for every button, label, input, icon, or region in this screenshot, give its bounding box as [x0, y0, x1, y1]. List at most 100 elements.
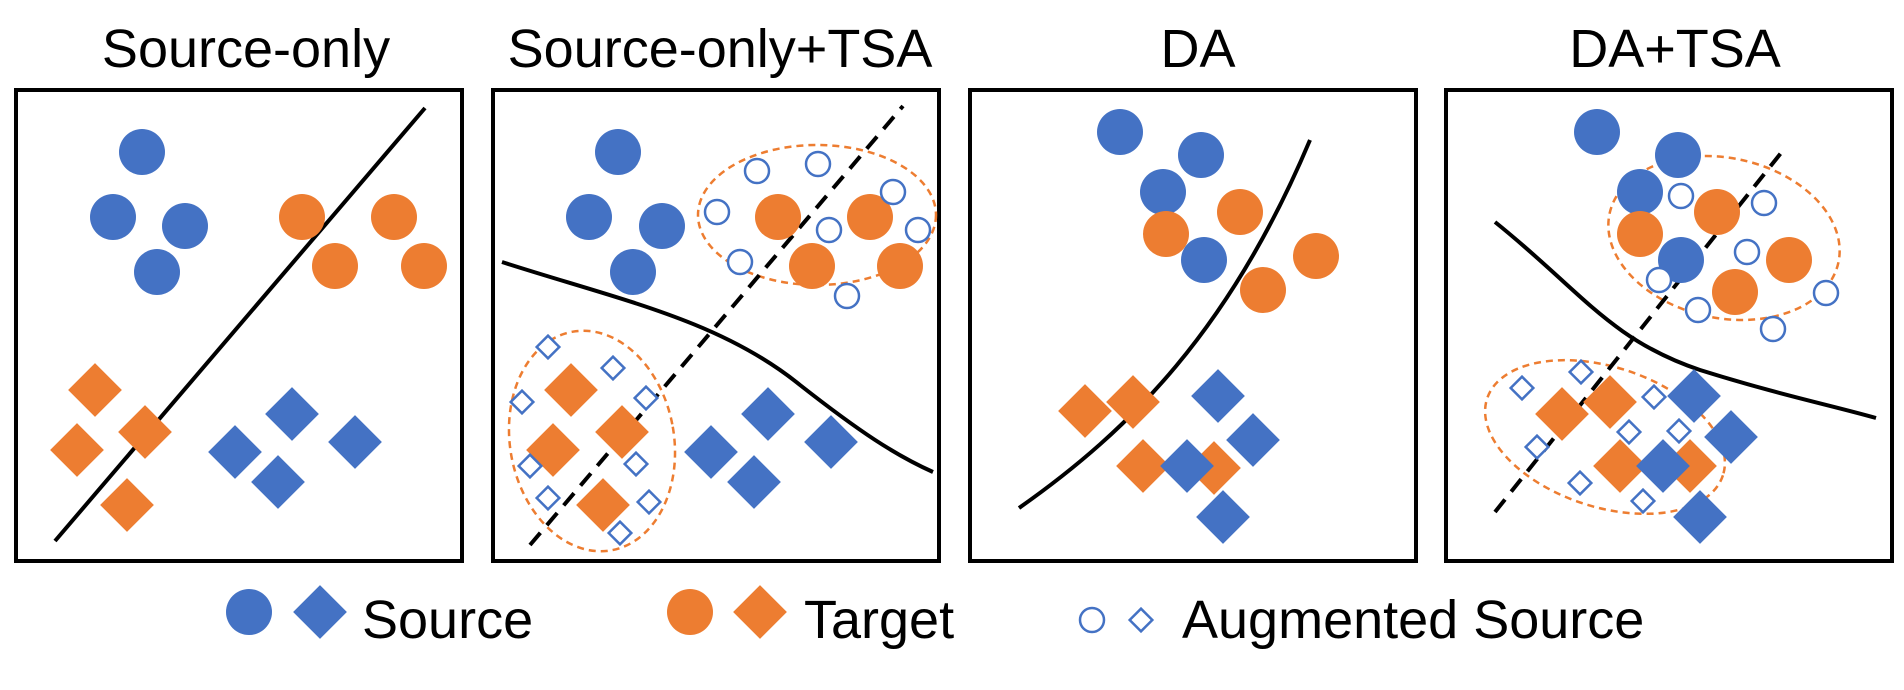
panel-frame [968, 88, 1418, 563]
panel-frame [1444, 88, 1894, 563]
augmented-circle [703, 198, 731, 226]
augmented-diamond [1615, 418, 1643, 446]
legend-augmented-label: Augmented Source [1182, 590, 1645, 650]
augmented-circle [1759, 315, 1787, 343]
target-diamond [118, 405, 172, 459]
augmented-circle [743, 157, 771, 185]
augmented-diamond [622, 450, 650, 478]
source-circle [90, 194, 136, 240]
target-circle [1143, 211, 1189, 257]
source-diamond [741, 387, 795, 441]
source-circle [1658, 237, 1704, 283]
source-diamond [328, 415, 382, 469]
source-diamond [251, 455, 305, 509]
source-circle [1181, 237, 1227, 283]
source-circle [1097, 109, 1143, 155]
augmented-diamond [1665, 417, 1693, 445]
source-diamond [265, 387, 319, 441]
legend-target-label: Target [804, 590, 955, 650]
augmented-circle [1812, 279, 1840, 307]
source-diamond [1636, 439, 1690, 493]
target-circle [1240, 267, 1286, 313]
source-circle [1178, 132, 1224, 178]
target-circle [755, 194, 801, 240]
augmented-diamond [1629, 487, 1657, 515]
source-circle [1655, 132, 1701, 178]
target-diamond [100, 478, 154, 532]
target-circles [279, 194, 447, 289]
legend-augmented-circle-icon [1078, 606, 1106, 634]
augmentation-region [1483, 358, 1727, 516]
source-circle [1140, 169, 1186, 215]
target-circle [847, 194, 893, 240]
source-diamond [1673, 490, 1727, 544]
panel-title-da-tsa: DA+TSA [1569, 19, 1781, 79]
panel-da [968, 88, 1418, 563]
legend-target-diamond-icon [733, 585, 787, 639]
augmented-circle [804, 150, 832, 178]
panel-title-da: DA [1160, 19, 1236, 79]
panel-frame [14, 88, 464, 563]
target-circle [371, 194, 417, 240]
target-diamond [1058, 384, 1112, 438]
augmented-diamond [1508, 374, 1536, 402]
target-circle [1712, 269, 1758, 315]
legend-source-diamond-icon [293, 585, 347, 639]
target-diamond [50, 423, 104, 477]
target-diamond [68, 363, 122, 417]
target-circle [877, 243, 923, 289]
source-diamond [1704, 410, 1758, 464]
target-circle [1694, 189, 1740, 235]
augmented-diamond [516, 452, 544, 480]
target-circle [1293, 233, 1339, 279]
target-circle [312, 243, 358, 289]
decision-boundary [53, 106, 427, 543]
source-diamond [684, 425, 738, 479]
source-circle [119, 129, 165, 175]
source-circle [1617, 169, 1663, 215]
source-diamonds [208, 387, 382, 509]
legend-augmented-diamond-icon [1127, 606, 1155, 634]
augmented-circle [1684, 296, 1712, 324]
augmented-diamond [1523, 433, 1551, 461]
source-circle [1574, 109, 1620, 155]
source-circle [566, 194, 612, 240]
augmented-diamond [1567, 358, 1595, 386]
augmented-circle [879, 178, 907, 206]
decision-boundary [1017, 139, 1312, 510]
augmented-diamond [635, 488, 663, 516]
augmented-circle [1750, 189, 1778, 217]
legend-source-label: Source [362, 590, 534, 650]
target-circle [279, 194, 325, 240]
source-diamond [1196, 490, 1250, 544]
tsa-boundary [528, 104, 905, 547]
target-diamond [1106, 375, 1160, 429]
augmented-diamond [534, 333, 562, 361]
augmented-diamond [599, 354, 627, 382]
source-diamond [1191, 369, 1245, 423]
target-diamond [544, 363, 598, 417]
augmented-diamond [606, 519, 634, 547]
source-circle [610, 249, 656, 295]
augmented-circle [726, 248, 754, 276]
target-diamond [595, 405, 649, 459]
augmented-circle [833, 282, 861, 310]
source-diamond [727, 455, 781, 509]
augmented-diamond [1640, 383, 1668, 411]
source-circle [134, 249, 180, 295]
augmented-diamond [534, 484, 562, 512]
augmented-circle [904, 216, 932, 244]
augmented-circle [1733, 238, 1761, 266]
legend-target-circle-icon [667, 589, 713, 635]
panel-title-source-only-tsa: Source-only+TSA [507, 19, 933, 79]
legend-source-circle-icon [226, 589, 272, 635]
source-circle [162, 203, 208, 249]
target-circle [1217, 189, 1263, 235]
target-circle [401, 243, 447, 289]
source-diamond [208, 425, 262, 479]
augmentation-region [507, 329, 677, 553]
augmented-circle [1667, 182, 1695, 210]
target-circle [789, 243, 835, 289]
panel-title-source-only: Source-only [101, 19, 391, 79]
source-diamond [1226, 413, 1280, 467]
